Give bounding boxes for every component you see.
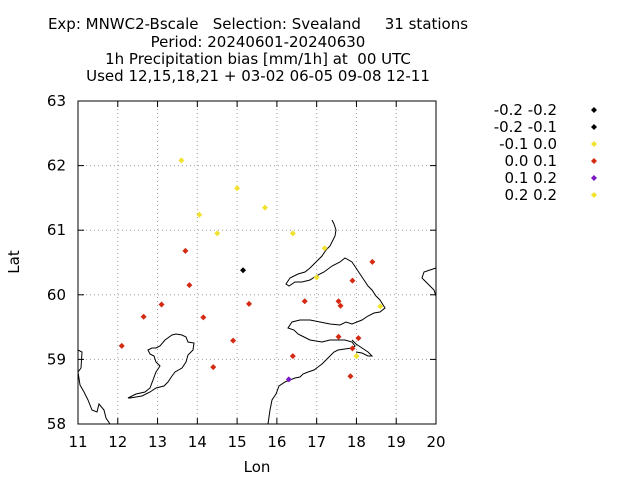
x-tick-label: 20	[426, 433, 445, 451]
legend-marker	[591, 158, 597, 164]
coastline-map	[77, 219, 437, 425]
chart-title-line-4: Used 12,15,18,21 + 03-02 06-05 09-08 12-…	[86, 67, 430, 85]
x-tick-label: 19	[387, 433, 406, 451]
station-marker	[349, 277, 356, 284]
y-tick-label: 61	[47, 221, 66, 239]
x-tick-label: 18	[347, 433, 366, 451]
y-tick-label: 59	[47, 350, 66, 368]
x-tick-label: 16	[267, 433, 286, 451]
y-tick-label: 63	[47, 92, 66, 110]
legend-label: 0.1 0.2	[505, 169, 557, 187]
station-marker	[335, 333, 342, 340]
y-tick-label: 60	[47, 286, 66, 304]
x-tick-label: 12	[108, 433, 127, 451]
station-marker	[337, 302, 344, 309]
station-marker	[210, 364, 217, 371]
station-marker	[355, 335, 362, 342]
station-marker	[214, 230, 221, 237]
station-marker	[289, 353, 296, 360]
station-marker	[200, 314, 207, 321]
chart-title-line-1: Exp: MNWC2-Bscale Selection: Svealand 31…	[47, 15, 469, 33]
station-marker	[377, 303, 384, 310]
station-marker	[186, 282, 193, 289]
station-marker	[353, 353, 360, 360]
x-tick-label: 14	[188, 433, 207, 451]
station-marker	[289, 230, 296, 237]
x-tick-label: 17	[307, 433, 326, 451]
chart-title-line-3: 1h Precipitation bias [mm/1h] at 00 UTC	[105, 50, 411, 68]
station-marker	[246, 300, 253, 307]
legend-label: -0.2 -0.1	[494, 118, 557, 136]
station-marker	[178, 157, 185, 164]
y-tick-label: 62	[47, 157, 66, 175]
legend-marker	[591, 141, 597, 147]
legend-marker	[591, 175, 597, 181]
x-tick-label: 13	[148, 433, 167, 451]
station-marker	[301, 298, 308, 305]
station-marker	[230, 337, 237, 344]
station-marker	[261, 204, 268, 211]
legend-label: 0.0 0.1	[505, 152, 557, 170]
station-marker	[321, 245, 328, 252]
x-axis-label: Lon	[244, 458, 271, 476]
station-marker	[347, 373, 354, 380]
legend-label: -0.2 -0.2	[494, 101, 557, 119]
station-marker	[313, 274, 320, 281]
plot-frame	[77, 100, 437, 425]
y-tick-label: 58	[47, 415, 66, 433]
x-tick-label: 15	[228, 433, 247, 451]
station-marker	[158, 301, 165, 308]
station-marker	[182, 247, 189, 254]
chart-title-line-2: Period: 20240601-20240630	[150, 33, 366, 51]
station-marker	[118, 342, 125, 349]
station-marker	[196, 211, 203, 218]
station-marker	[234, 185, 241, 192]
legend-marker	[591, 192, 597, 198]
station-marker	[349, 345, 356, 352]
grid-lines	[77, 100, 437, 425]
legend-marker	[591, 124, 597, 130]
legend: -0.2 -0.2-0.2 -0.1-0.1 0.00.0 0.10.1 0.2…	[494, 101, 597, 204]
station-marker	[140, 313, 147, 320]
legend-marker	[591, 107, 597, 113]
station-marker	[285, 376, 292, 383]
station-marker	[335, 298, 342, 305]
x-tick-label: 11	[68, 433, 87, 451]
legend-label: -0.1 0.0	[499, 135, 557, 153]
station-marker	[369, 258, 376, 265]
y-axis-label: Lat	[5, 250, 23, 274]
station-marker	[240, 267, 247, 274]
legend-label: 0.2 0.2	[505, 186, 557, 204]
